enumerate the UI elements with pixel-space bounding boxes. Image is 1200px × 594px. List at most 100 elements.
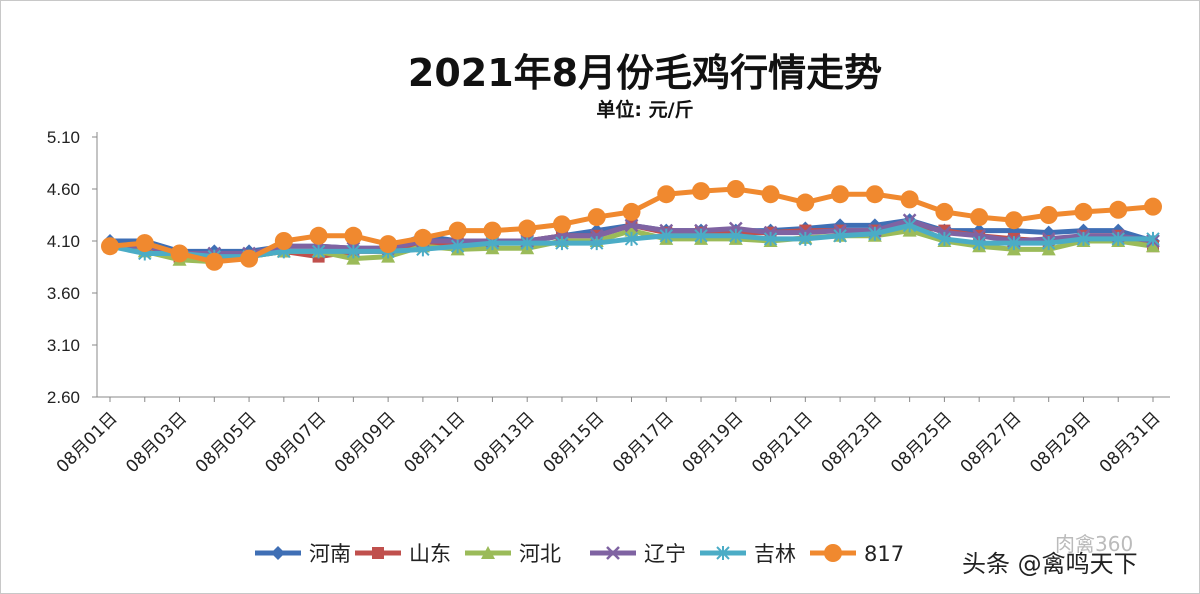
data-point [344,226,363,245]
data-point [729,228,743,243]
data-point [1111,231,1125,246]
data-point [1144,197,1162,216]
y-tick-label: 4.60 [47,180,80,199]
data-point [970,208,989,227]
legend-label: 辽宁 [644,542,686,566]
legend-item: 817 [810,542,904,566]
data-point [101,237,119,256]
data-point [900,190,919,209]
legend-item: 辽宁 [590,542,686,566]
data-point [274,232,293,250]
legend-item: 山东 [355,542,451,566]
legend-marker [372,547,384,559]
x-tick-label: 08月09日 [331,408,400,477]
data-point [483,221,502,240]
x-tick-label: 08月19日 [679,408,748,477]
data-point [1007,236,1021,251]
data-point [1109,200,1128,219]
data-point [413,228,432,247]
data-point [240,249,259,268]
data-point [205,252,224,271]
y-tick-label: 5.10 [47,128,80,147]
data-point [552,215,571,234]
chart-subtitle: 单位: 元/斤 [596,99,694,121]
data-point [587,208,606,227]
data-point [865,185,884,204]
chart-title: 2021年8月份毛鸡行情走势 [407,51,883,95]
data-point [1039,206,1058,224]
data-point [309,226,328,245]
data-point [902,218,917,233]
data-point [311,244,326,259]
x-tick-label: 08月25日 [887,408,956,477]
legend-marker [716,546,730,560]
x-tick-label: 08月29日 [1026,408,1095,477]
data-point [170,244,189,263]
legend-label: 817 [864,542,904,566]
data-point [937,231,952,246]
x-tick-label: 08月05日 [192,408,261,477]
legend-marker [606,546,620,560]
x-tick-label: 08月15日 [539,408,608,477]
data-point [379,235,398,254]
series-817 [101,180,1162,271]
x-tick-label: 08月03日 [122,408,191,477]
data-point [761,185,780,204]
data-point [520,236,534,251]
data-point [590,236,604,251]
x-tick-label: 08月31日 [1096,408,1165,477]
y-tick-label: 3.10 [47,336,80,355]
data-point [450,239,465,254]
data-point [796,193,815,212]
watermark-faint: 肉禽360 [1055,532,1134,556]
data-point [1074,202,1093,221]
x-tick-label: 08月23日 [818,408,887,477]
data-point [659,228,673,243]
watermark: 头条 @禽鸣天下 [962,550,1138,578]
legend-item: 河南 [255,542,351,566]
legend-label: 河南 [309,542,351,566]
data-point [346,244,361,259]
data-point [624,223,639,237]
x-tick-label: 08月13日 [470,408,539,477]
y-tick-label: 4.10 [47,232,80,251]
data-point [1146,231,1160,246]
data-point [694,228,708,243]
x-tick-label: 08月21日 [748,408,817,477]
legend-item: 吉林 [700,542,796,566]
y-tick-label: 3.60 [47,284,80,303]
data-point [833,228,847,243]
data-point [726,180,745,198]
y-tick-label: 2.60 [47,388,80,407]
data-point [935,202,954,221]
data-point [448,221,467,240]
data-point [1041,236,1056,251]
data-point [1004,211,1023,230]
legend-item: 河北 [465,542,561,566]
data-point [1076,231,1091,246]
data-point [622,202,641,221]
legend-marker [824,544,842,562]
x-tick-label: 08月27日 [957,408,1026,477]
legend-marker [481,546,495,559]
data-point [831,185,850,204]
x-tick-label: 08月17日 [609,408,678,477]
legend-label: 吉林 [754,542,796,566]
legend-label: 河北 [519,542,561,566]
data-point [624,231,639,246]
data-point [692,182,711,201]
x-tick-label: 08月07日 [261,408,330,477]
legend-marker [271,546,285,560]
x-tick-label: 08月11日 [400,408,469,477]
data-point [798,231,813,246]
data-point [657,185,676,204]
data-point [518,219,537,238]
data-point [624,218,639,233]
data-point [135,234,154,253]
legend-label: 山东 [409,542,451,566]
x-tick-label: 08月01日 [53,408,122,477]
data-point [763,231,778,246]
data-point [555,236,569,251]
data-point [868,226,882,241]
